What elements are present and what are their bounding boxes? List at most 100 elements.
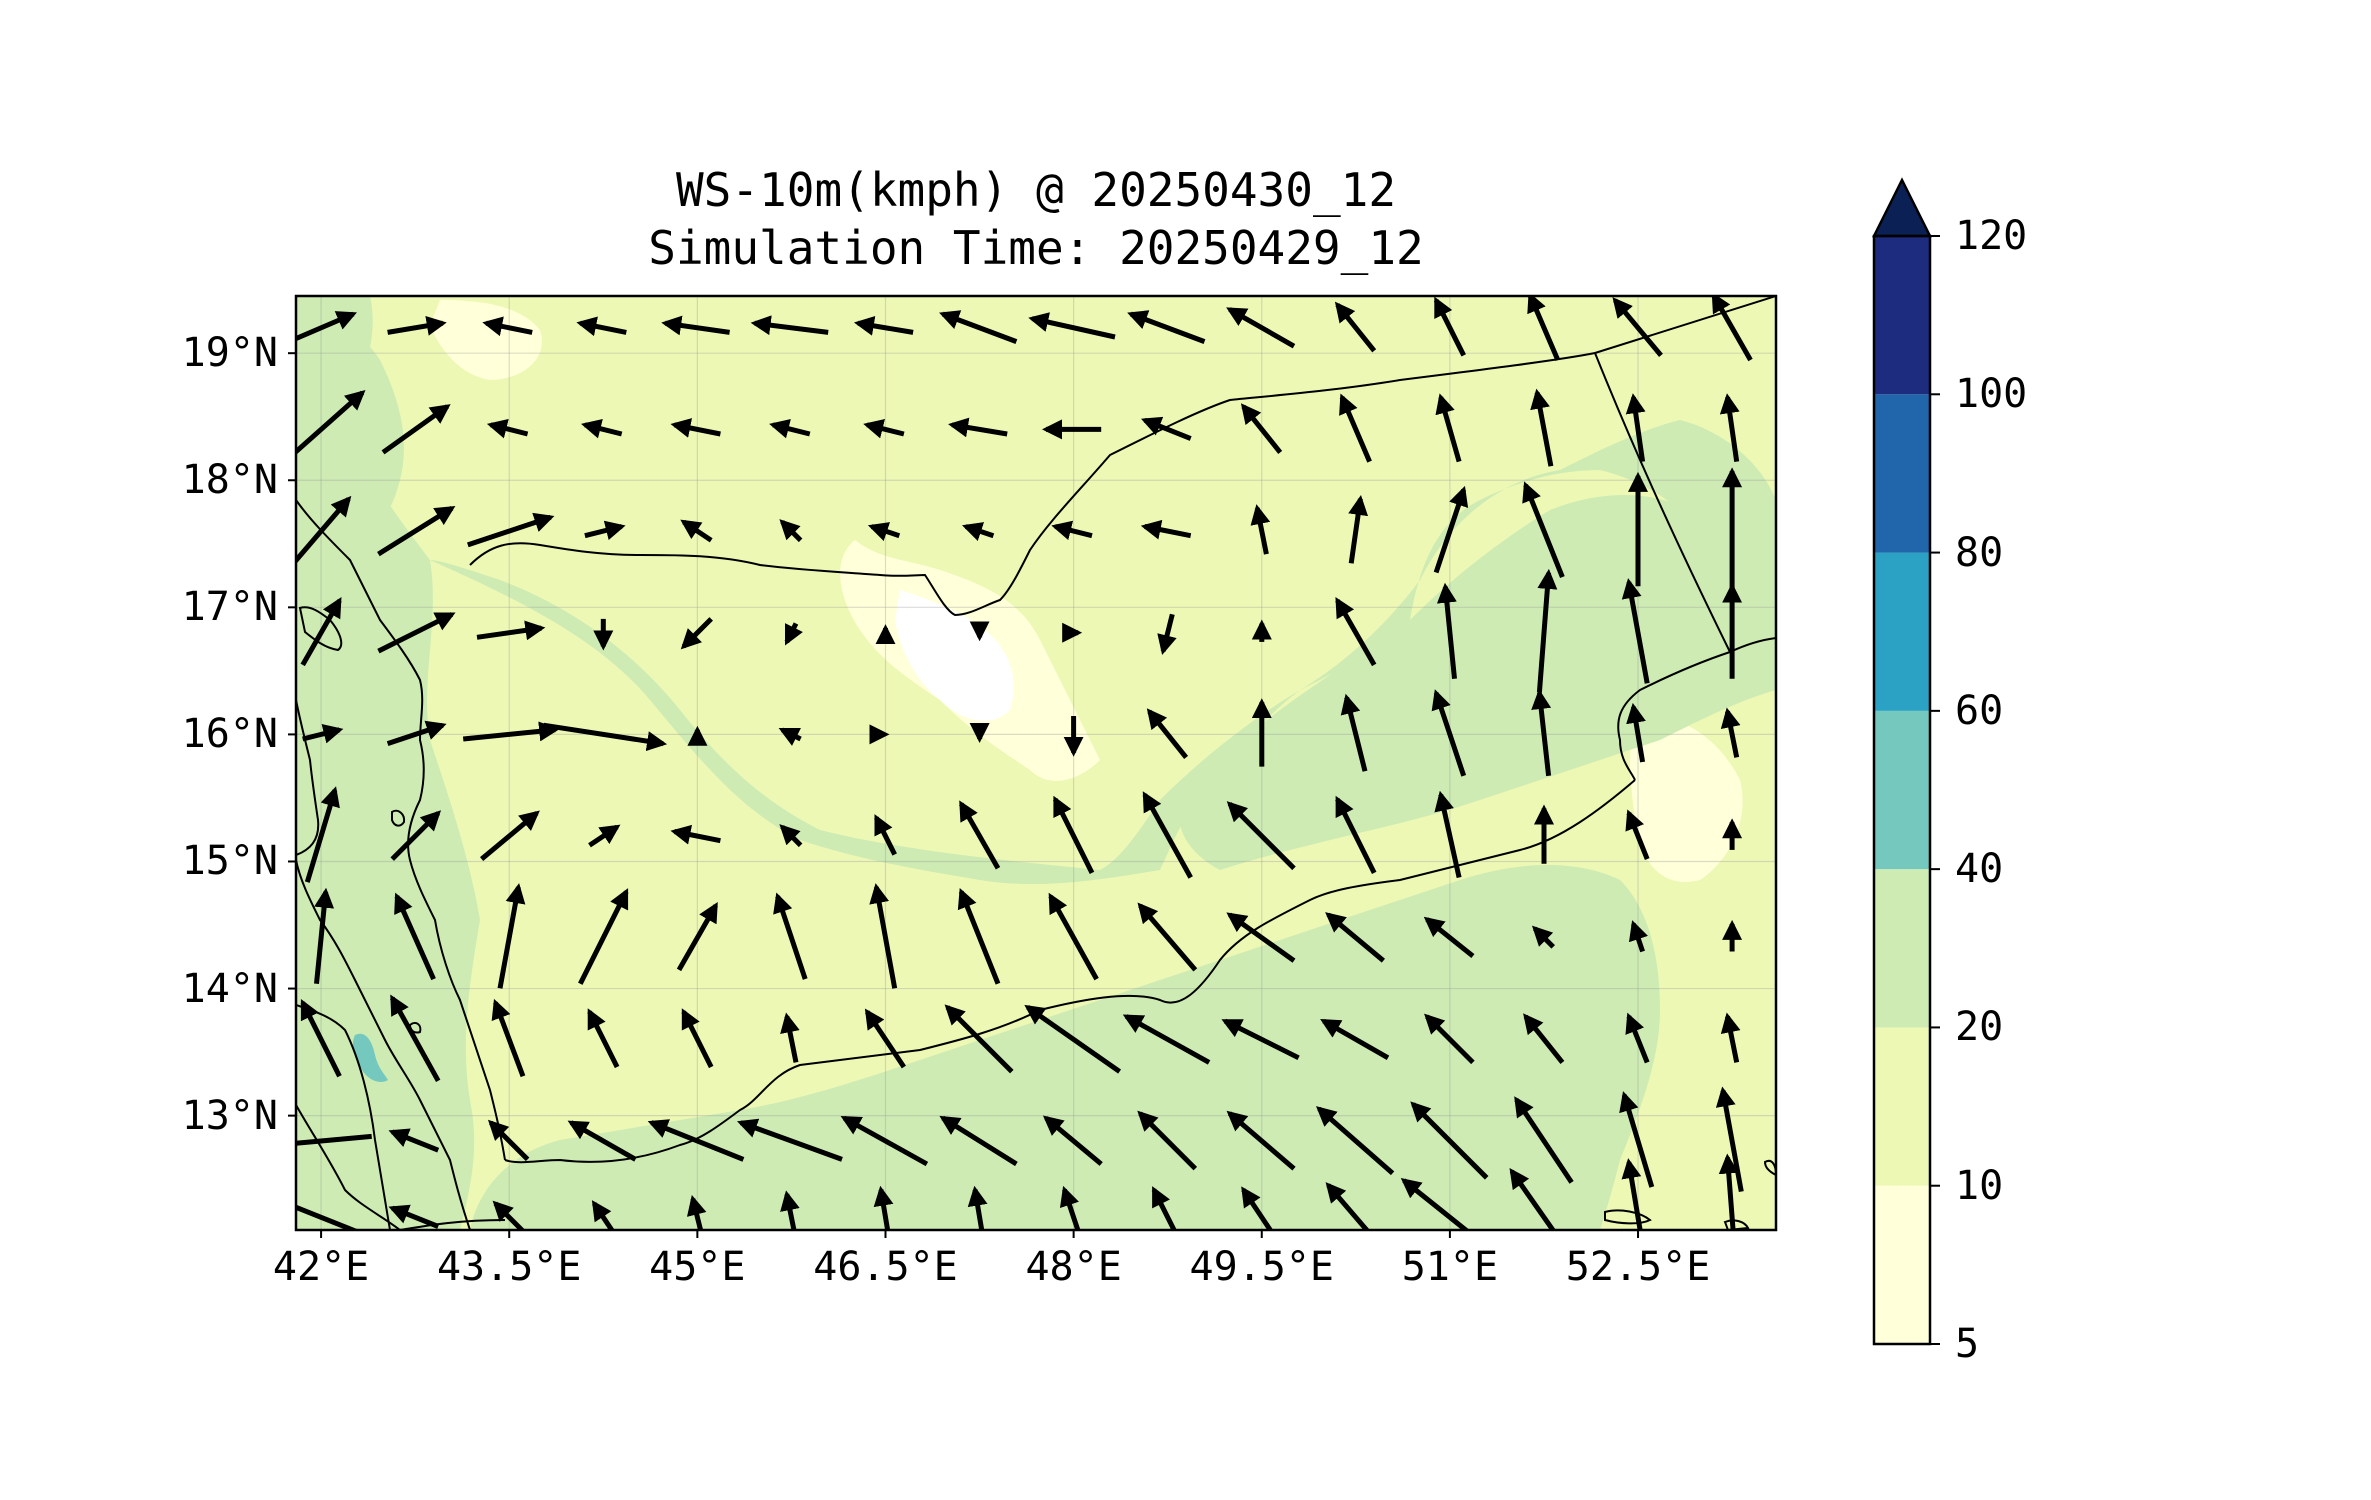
colorbar-segment bbox=[1874, 710, 1930, 870]
wind-arrow bbox=[780, 1190, 800, 1230]
map-frame bbox=[294, 294, 1778, 1232]
wind-arrow bbox=[784, 622, 803, 646]
wind-arrow bbox=[647, 1119, 745, 1162]
border-yemen-oman bbox=[1617, 651, 1731, 781]
border-saudi-yemen bbox=[469, 296, 1776, 617]
wind-arrow bbox=[680, 519, 713, 543]
wind-arrow bbox=[1348, 494, 1369, 564]
wind-arrow bbox=[1325, 912, 1386, 963]
wind-arrow bbox=[304, 786, 340, 883]
wind-arrow bbox=[1612, 297, 1663, 358]
wind-arrow bbox=[1042, 1115, 1103, 1166]
wind-arrow bbox=[1140, 416, 1192, 441]
wind-arrow bbox=[670, 418, 721, 438]
wind-arrow bbox=[476, 620, 546, 641]
wind-arrow bbox=[779, 824, 803, 848]
lat-tick-label: 14°N bbox=[181, 965, 278, 1012]
lon-tick-label: 52.5°E bbox=[1565, 1244, 1711, 1290]
wind-arrow bbox=[1509, 1168, 1556, 1230]
wind-arrow bbox=[487, 1119, 530, 1162]
fill-high-patch bbox=[352, 1033, 388, 1082]
wind-arrow bbox=[1127, 310, 1206, 344]
lon-tick-label: 51°E bbox=[1401, 1244, 1499, 1290]
wind-arrow bbox=[1048, 892, 1099, 981]
wind-arrow bbox=[948, 417, 1008, 438]
wind-arrow bbox=[300, 999, 342, 1078]
wind-arrow bbox=[1626, 702, 1646, 763]
wind-arrow bbox=[1335, 795, 1377, 875]
wind-arrow bbox=[1250, 504, 1271, 555]
wind-arrow bbox=[773, 892, 808, 980]
wind-arrow bbox=[1157, 613, 1177, 655]
wind-arrow bbox=[1140, 519, 1192, 540]
wind-arrow bbox=[1226, 801, 1296, 871]
wind-arrow bbox=[780, 1012, 800, 1063]
wind-arrow bbox=[750, 315, 829, 336]
colorbar-tick-label: 80 bbox=[1955, 529, 2004, 576]
wind-arrow bbox=[1536, 568, 1558, 693]
fill-low-patch-core bbox=[895, 590, 1014, 721]
wind-arrow bbox=[959, 800, 1001, 870]
wind-arrow bbox=[1621, 578, 1650, 684]
wind-arrow bbox=[1621, 1158, 1643, 1230]
wind-arrow bbox=[390, 994, 441, 1083]
coast-eritrea-north bbox=[296, 699, 320, 856]
lon-tick-label: 42°E bbox=[272, 1244, 370, 1290]
wind-arrow bbox=[962, 522, 995, 542]
border-djibouti bbox=[296, 1004, 391, 1230]
wind-arrow bbox=[296, 389, 366, 456]
wind-arrow bbox=[1433, 485, 1469, 574]
colorbar-tick-label: 5 bbox=[1955, 1321, 1980, 1367]
island-abd-al-kuri bbox=[1723, 1219, 1750, 1230]
coastlines-and-borders bbox=[296, 296, 1776, 1230]
wind-arrow bbox=[1628, 920, 1648, 953]
wind-arrow bbox=[864, 1008, 906, 1069]
wind-arrow bbox=[1151, 1186, 1177, 1230]
wind-arrow bbox=[388, 1128, 440, 1153]
wind-arrow bbox=[1339, 393, 1372, 463]
wind-arrow bbox=[1434, 790, 1462, 879]
wind-arrow bbox=[1423, 916, 1475, 959]
colorbar-tick-label: 100 bbox=[1955, 371, 2028, 418]
wind-arrow bbox=[957, 887, 1001, 985]
colorbar-tick-label: 120 bbox=[1955, 213, 2028, 259]
island-kamaran bbox=[391, 809, 406, 827]
colorbar-extend-triangle bbox=[1871, 177, 1933, 238]
wind-arrow bbox=[1137, 1110, 1198, 1171]
wind-arrow bbox=[479, 810, 540, 862]
wind-arrow bbox=[1711, 296, 1753, 362]
lat-tick-label: 18°N bbox=[181, 457, 278, 504]
colorbar-segment bbox=[1874, 1027, 1930, 1186]
wind-arrow bbox=[387, 315, 447, 336]
wind-arrow bbox=[676, 902, 718, 972]
wind-arrow bbox=[1720, 707, 1741, 758]
wind-arrow bbox=[1718, 1153, 1739, 1230]
wind-arrow bbox=[394, 892, 436, 981]
wind-arrow bbox=[543, 722, 668, 752]
wind-arrow bbox=[576, 316, 627, 337]
wind-arrow bbox=[769, 418, 811, 439]
wind-arrow bbox=[482, 316, 533, 337]
colorbar-segment bbox=[1874, 394, 1930, 553]
coast-yemen-south bbox=[504, 779, 1636, 1164]
wind-arrow bbox=[1720, 1012, 1741, 1063]
lat-tick-label: 16°N bbox=[181, 711, 278, 758]
coast-djibouti bbox=[399, 1219, 506, 1230]
wind-arrow bbox=[1221, 1018, 1300, 1061]
wind-arrow bbox=[1522, 481, 1565, 579]
wind-arrow bbox=[1719, 393, 1740, 462]
wind-arrow bbox=[314, 887, 335, 984]
colorbar-tick-label: 10 bbox=[1955, 1162, 2004, 1209]
colorbar-segment bbox=[1874, 1185, 1930, 1344]
wind-arrow bbox=[1226, 1110, 1296, 1171]
wind-arrow bbox=[377, 505, 456, 557]
wind-arrow bbox=[497, 883, 526, 989]
wind-arrow bbox=[1335, 597, 1377, 667]
wind-arrow bbox=[863, 418, 905, 439]
title-line-2: Simulation Time: 20250429_12 bbox=[648, 221, 1424, 275]
wind-arrow bbox=[1137, 902, 1198, 972]
wind-arrow bbox=[1433, 296, 1466, 357]
wind-arrow bbox=[388, 1204, 440, 1229]
wind-arrow bbox=[1051, 520, 1093, 541]
colorbar-segment bbox=[1874, 869, 1930, 1028]
